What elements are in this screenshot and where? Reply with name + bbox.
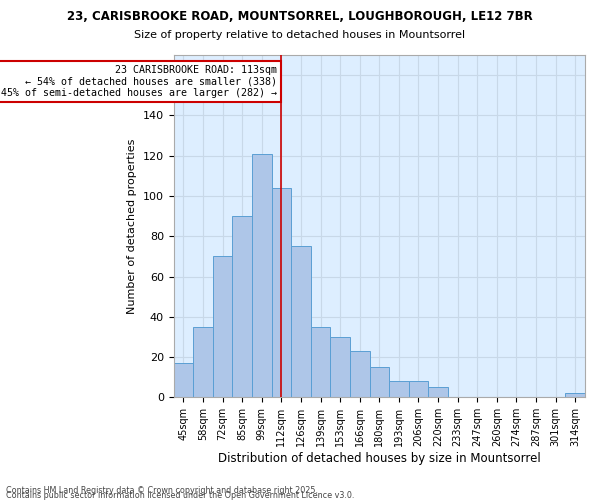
Bar (428, 388, 448, 398)
Bar (311, 327, 331, 398)
Bar (370, 367, 389, 398)
Bar (409, 381, 428, 398)
Text: Size of property relative to detached houses in Mountsorrel: Size of property relative to detached ho… (134, 30, 466, 40)
Text: 23, CARISBROOKE ROAD, MOUNTSORREL, LOUGHBOROUGH, LE12 7BR: 23, CARISBROOKE ROAD, MOUNTSORREL, LOUGH… (67, 10, 533, 23)
Y-axis label: Number of detached properties: Number of detached properties (127, 138, 137, 314)
Bar (193, 327, 213, 398)
Bar (173, 363, 193, 398)
Bar (331, 337, 350, 398)
X-axis label: Distribution of detached houses by size in Mountsorrel: Distribution of detached houses by size … (218, 452, 541, 465)
Bar (252, 154, 272, 398)
Bar (232, 216, 252, 398)
Text: Contains public sector information licensed under the Open Government Licence v3: Contains public sector information licen… (6, 491, 355, 500)
Text: 23 CARISBROOKE ROAD: 113sqm
← 54% of detached houses are smaller (338)
45% of se: 23 CARISBROOKE ROAD: 113sqm ← 54% of det… (1, 66, 277, 98)
Bar (272, 188, 291, 398)
Bar (350, 351, 370, 398)
Bar (565, 394, 585, 398)
Bar (389, 381, 409, 398)
Bar (291, 246, 311, 398)
Bar (213, 256, 232, 398)
Text: Contains HM Land Registry data © Crown copyright and database right 2025.: Contains HM Land Registry data © Crown c… (6, 486, 318, 495)
